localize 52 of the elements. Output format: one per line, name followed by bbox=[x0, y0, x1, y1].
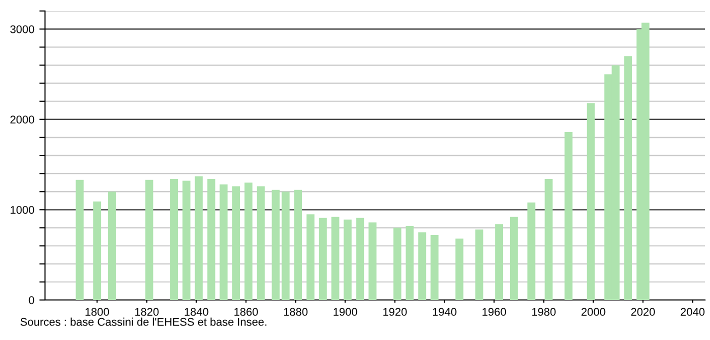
bar bbox=[344, 220, 352, 300]
bar bbox=[510, 216, 518, 300]
y-tick-label: 0 bbox=[28, 296, 34, 304]
bar bbox=[207, 178, 216, 300]
bar bbox=[393, 228, 402, 300]
x-tick-label: 1940 bbox=[432, 308, 456, 316]
bar bbox=[145, 180, 154, 300]
bar bbox=[586, 103, 595, 300]
bar bbox=[564, 132, 573, 300]
bar bbox=[194, 176, 203, 300]
bar bbox=[430, 234, 439, 300]
bar bbox=[356, 218, 364, 300]
bar bbox=[256, 186, 265, 300]
bar bbox=[76, 180, 84, 300]
bar bbox=[455, 238, 464, 300]
bar bbox=[418, 232, 426, 300]
x-tick-label: 1840 bbox=[184, 308, 208, 316]
x-tick-label: 1800 bbox=[86, 308, 110, 316]
bar bbox=[624, 56, 632, 300]
bar bbox=[93, 202, 102, 300]
x-tick-label: 2020 bbox=[631, 308, 655, 316]
y-tick-label: 2000 bbox=[10, 116, 34, 124]
bar bbox=[170, 178, 178, 300]
x-tick-label: 1980 bbox=[532, 308, 556, 316]
bar bbox=[220, 184, 228, 300]
x-tick-label: 2000 bbox=[582, 308, 606, 316]
bar bbox=[544, 178, 553, 300]
bar bbox=[318, 218, 327, 300]
bar bbox=[306, 214, 314, 300]
x-tick-label: 1900 bbox=[334, 308, 358, 316]
bar bbox=[368, 222, 376, 300]
bar bbox=[331, 216, 340, 300]
source-note: Sources : base Cassini de l'EHESS et base Insee. bbox=[20, 318, 266, 326]
y-tick-label: 3000 bbox=[10, 25, 34, 34]
bar bbox=[475, 230, 484, 300]
bar bbox=[232, 186, 240, 300]
x-tick-label: 1960 bbox=[482, 308, 506, 316]
y-tick-label: 1000 bbox=[10, 206, 34, 214]
bar bbox=[182, 180, 190, 300]
x-tick-label: 1820 bbox=[135, 308, 159, 316]
x-tick-label: 1880 bbox=[284, 308, 308, 316]
x-tick-label: 1860 bbox=[234, 308, 258, 316]
bar bbox=[244, 182, 252, 300]
bar bbox=[272, 190, 280, 300]
bar bbox=[282, 192, 290, 300]
bar bbox=[294, 190, 302, 300]
bar bbox=[108, 192, 116, 300]
x-tick-label: 1920 bbox=[383, 308, 407, 316]
bar bbox=[495, 224, 504, 300]
bar bbox=[527, 202, 536, 300]
bar bbox=[406, 226, 414, 300]
x-tick-label: 2040 bbox=[680, 308, 705, 316]
